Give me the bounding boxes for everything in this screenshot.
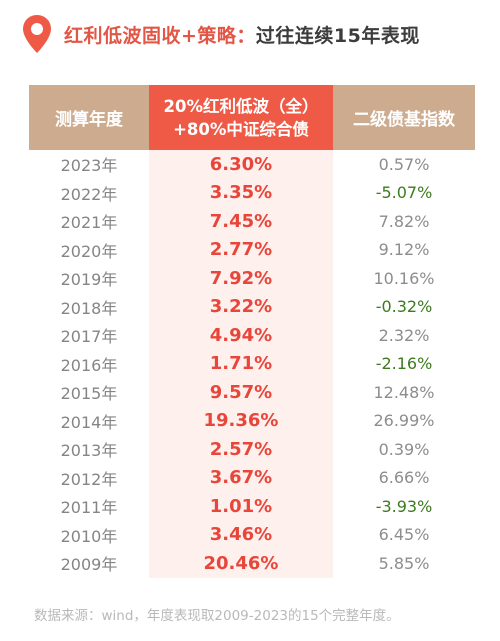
table-row: 2021年 7.45% 7.82% <box>29 207 475 236</box>
table-row: 2010年 3.46% 6.45% <box>29 520 475 549</box>
year-cell: 2012年 <box>60 469 118 489</box>
table-row: 2009年 20.46% 5.85% <box>29 549 475 578</box>
bond-fund-return-cell: 0.39% <box>378 439 430 459</box>
strategy-return-cell: 9.57% <box>149 378 333 407</box>
page-header: 红利低波固收+策略：过往连续15年表现 <box>22 14 492 54</box>
strategy-return-cell: 2.57% <box>149 435 333 464</box>
header-strategy-line1: 20%红利低波（全） <box>163 96 319 116</box>
map-pin-icon <box>23 15 51 53</box>
table-row: 2018年 3.22% -0.32% <box>29 292 475 321</box>
strategy-return-cell: 7.92% <box>149 264 333 293</box>
year-cell: 2017年 <box>60 327 118 347</box>
bond-fund-return-cell: 2.32% <box>378 325 430 345</box>
header-year: 测算年度 <box>55 110 123 130</box>
year-cell: 2018年 <box>60 298 118 318</box>
year-cell: 2020年 <box>60 241 118 261</box>
table-row: 2023年 6.30% 0.57% <box>29 150 475 179</box>
table-body: 2023年 6.30% 0.57% 2022年 3.35% -5.07% 2021年 7.45… <box>29 150 475 578</box>
table-row: 2011年 1.01% -3.93% <box>29 492 475 521</box>
year-cell: 2015年 <box>60 384 118 404</box>
table-row: 2016年 1.71% -2.16% <box>29 349 475 378</box>
strategy-return-cell: 4.94% <box>149 321 333 350</box>
year-cell: 2023年 <box>60 156 118 176</box>
bond-fund-return-cell: 0.57% <box>378 154 430 174</box>
year-cell: 2022年 <box>60 184 118 204</box>
header-strategy: 20%红利低波（全） +80%中证综合债 <box>149 85 333 150</box>
strategy-return-cell: 1.71% <box>149 349 333 378</box>
strategy-return-cell: 3.22% <box>149 292 333 321</box>
table-row: 2013年 2.57% 0.39% <box>29 435 475 464</box>
bond-fund-return-cell: 9.12% <box>378 240 430 260</box>
bond-fund-return-cell: -0.32% <box>375 297 433 317</box>
strategy-return-cell: 6.30% <box>149 150 333 179</box>
bond-fund-return-cell: -5.07% <box>375 183 433 203</box>
year-cell: 2021年 <box>60 213 118 233</box>
bond-fund-return-cell: -3.93% <box>375 496 433 516</box>
table-row: 2012年 3.67% 6.66% <box>29 463 475 492</box>
year-cell: 2011年 <box>60 498 118 518</box>
year-cell: 2014年 <box>60 412 118 432</box>
table-row: 2014年 19.36% 26.99% <box>29 406 475 435</box>
bond-fund-return-cell: 12.48% <box>373 382 435 402</box>
year-cell: 2016年 <box>60 355 118 375</box>
bond-fund-return-cell: 6.66% <box>378 468 430 488</box>
bond-fund-return-cell: 7.82% <box>378 211 430 231</box>
year-cell: 2013年 <box>60 441 118 461</box>
year-cell: 2019年 <box>60 270 118 290</box>
strategy-return-cell: 20.46% <box>149 549 333 578</box>
bond-fund-return-cell: 5.85% <box>378 553 430 573</box>
strategy-return-cell: 3.35% <box>149 178 333 207</box>
footnote: 数据来源：wind，年度表现取2009-2023的15个完整年度。 <box>34 608 400 624</box>
strategy-return-cell: 3.46% <box>149 520 333 549</box>
header-strategy-line2: +80%中证综合债 <box>173 119 309 139</box>
strategy-return-cell: 2.77% <box>149 235 333 264</box>
strategy-return-cell: 1.01% <box>149 492 333 521</box>
bond-fund-return-cell: 10.16% <box>373 268 435 288</box>
table-row: 2020年 2.77% 9.12% <box>29 235 475 264</box>
table-row: 2022年 3.35% -5.07% <box>29 178 475 207</box>
returns-table: 测算年度 20%红利低波（全） +80%中证综合债 二级债基指数 2023年 6.… <box>29 85 475 578</box>
table-row: 2017年 4.94% 2.32% <box>29 321 475 350</box>
bond-fund-return-cell: -2.16% <box>375 354 433 374</box>
table-header: 测算年度 20%红利低波（全） +80%中证综合债 二级债基指数 <box>29 85 475 150</box>
title-highlight: 红利低波固收+策略： <box>64 24 256 47</box>
strategy-return-cell: 3.67% <box>149 463 333 492</box>
table-row: 2015年 9.57% 12.48% <box>29 378 475 407</box>
year-cell: 2010年 <box>60 526 118 546</box>
table-row: 2019年 7.92% 10.16% <box>29 264 475 293</box>
strategy-return-cell: 19.36% <box>149 406 333 435</box>
strategy-return-cell: 7.45% <box>149 207 333 236</box>
year-cell: 2009年 <box>60 555 118 575</box>
page-title: 红利低波固收+策略：过往连续15年表现 <box>64 21 420 48</box>
title-rest: 过往连续15年表现 <box>255 24 420 47</box>
bond-fund-return-cell: 6.45% <box>378 525 430 545</box>
header-bond-fund-index: 二级债基指数 <box>353 110 455 130</box>
bond-fund-return-cell: 26.99% <box>373 411 435 431</box>
